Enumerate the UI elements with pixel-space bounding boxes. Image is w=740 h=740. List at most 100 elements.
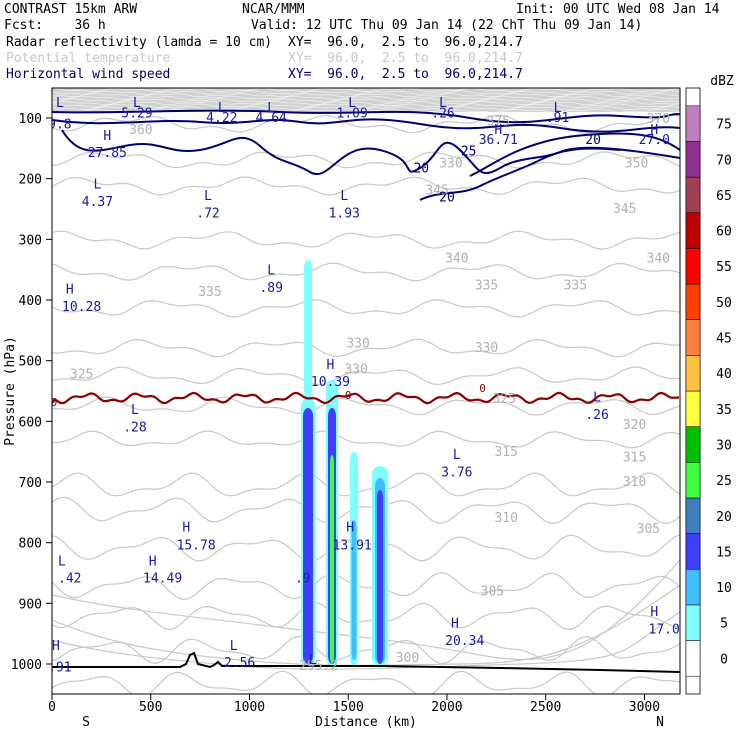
colorbar-swatch [685,105,701,142]
wind-label: 20 [439,191,455,206]
extremum-label: 10.28 [62,300,101,315]
extremum-label: L [593,390,601,405]
colorbar-swatch [685,604,701,641]
theta-label: 310 [494,511,517,526]
theta-label: 370 [647,112,670,127]
extremum-label: .89 [259,281,282,296]
colorbar-level-label: 35 [716,403,732,418]
theta-label: 300 [396,651,419,666]
valid-time: Valid: 12 UTC Thu 09 Jan 14 (22 ChT Thu … [251,18,643,33]
wind-contour [52,109,680,124]
zero-degree-line [52,391,680,405]
colorbar-swatch [685,141,701,178]
colorbar-unit: dBZ [710,74,734,89]
theta-label: 340 [647,251,670,266]
colorbar-swatch [685,319,701,356]
extremum-label: 27.0 [639,133,670,148]
y-tick-label: 400 [19,294,42,309]
colorbar-swatch [685,533,701,570]
field-name-reflectivity: Radar reflectivity (lamda = 10 cm) [6,35,273,50]
extremum-label: 36.71 [479,133,518,148]
theta-contour [52,670,680,694]
strato-theta-line [52,98,680,103]
reflectivity-cell [304,260,312,400]
theta-label: 330 [475,341,498,356]
theta-label: 325 [70,367,93,382]
colorbar-swatch [685,283,701,320]
colorbar-swatch [685,176,701,214]
colorbar-level-label: 65 [716,189,732,204]
extremum-label: H [103,129,111,144]
extremum-label: L [267,264,275,279]
strato-theta-line [52,93,680,98]
forecast-hour: Fcst: 36 h [4,18,106,33]
extremum-label: L [131,403,139,418]
strato-theta-line [52,90,680,95]
extremum-label: L [348,96,356,111]
colorbar-level-label: 20 [716,510,732,525]
theta-label: 315 [623,450,646,465]
x-tick-label: 1000 [234,700,265,715]
init-time: Init: 00 UTC Wed 08 Jan 14 [516,2,720,17]
theta-label: 325 [492,392,515,407]
x-end-left-label: S [82,715,90,730]
theta-contour [52,230,680,250]
x-axis-label: Distance (km) [315,715,417,730]
theta-contour [52,262,680,282]
theta-label: 295.2 [299,659,338,674]
extremum-label: L [133,96,141,111]
theta-contour [52,176,680,196]
x-tick-label: 3000 [629,700,660,715]
x-end-right-label: N [656,715,664,730]
colorbar-level-label: 30 [716,438,732,453]
y-tick-label: 700 [19,476,42,491]
extremum-label: 3.76 [441,466,472,481]
strato-theta-line [52,106,680,111]
field-name-wind: Horizontal wind speed [6,67,171,82]
extremum-label: 27.85 [88,146,127,161]
theta-contour [52,430,680,449]
theta-contour [52,534,680,563]
extremum-label: .28 [123,421,146,436]
strato-theta-line [52,88,680,93]
x-tick-label: 1500 [333,700,364,715]
theta-label: 375 [487,114,510,129]
theta-label: 310 [623,475,646,490]
extremum-label: 4.64 [256,111,287,126]
extremum-label: .26 [585,408,608,423]
wind-contour [61,129,680,175]
theta-label: 335 [564,279,587,294]
extremum-label: L [453,448,461,463]
terrain-profile [52,651,680,673]
extremum-label: 20.34 [445,634,484,649]
extremum-label: L [230,639,238,654]
colorbar-level-label: 10 [716,581,732,596]
extremum-label: L [439,96,447,111]
theta-label: 330 [346,336,369,351]
colorbar-level-label: 50 [716,296,732,311]
theta-contour [52,635,680,665]
x-tick-label: 0 [48,700,56,715]
terrain-line [52,651,680,673]
extremum-label: .91 [546,111,569,126]
theta-label: 335 [198,285,221,300]
extremum-label: 15.78 [177,538,216,553]
zero-isotherm [52,391,680,405]
colorbar-level-label: 0 [720,652,728,667]
theta-label: 305 [481,584,504,599]
extremum-label: L [94,177,102,192]
y-tick-label: 800 [19,537,42,552]
y-tick-label: 300 [19,233,42,248]
extremum-label: .42 [58,572,81,587]
theta-contour [52,496,680,525]
colorbar-swatch [685,462,701,499]
extremum-label: 14.49 [143,572,182,587]
extremum-label: 13.91 [333,538,372,553]
extremum-label: L [267,101,275,116]
colorbar: 0 5 10 15 20 25 30 35 40 45 50 55 60 65 70 75 dBZ [685,74,734,695]
extremum-label: 2.56 [224,656,255,671]
extremum-label: 9.8 [48,117,71,132]
theta-contour [52,572,680,601]
wind-label: 20 [413,162,429,177]
colorbar-swatch [685,390,701,427]
